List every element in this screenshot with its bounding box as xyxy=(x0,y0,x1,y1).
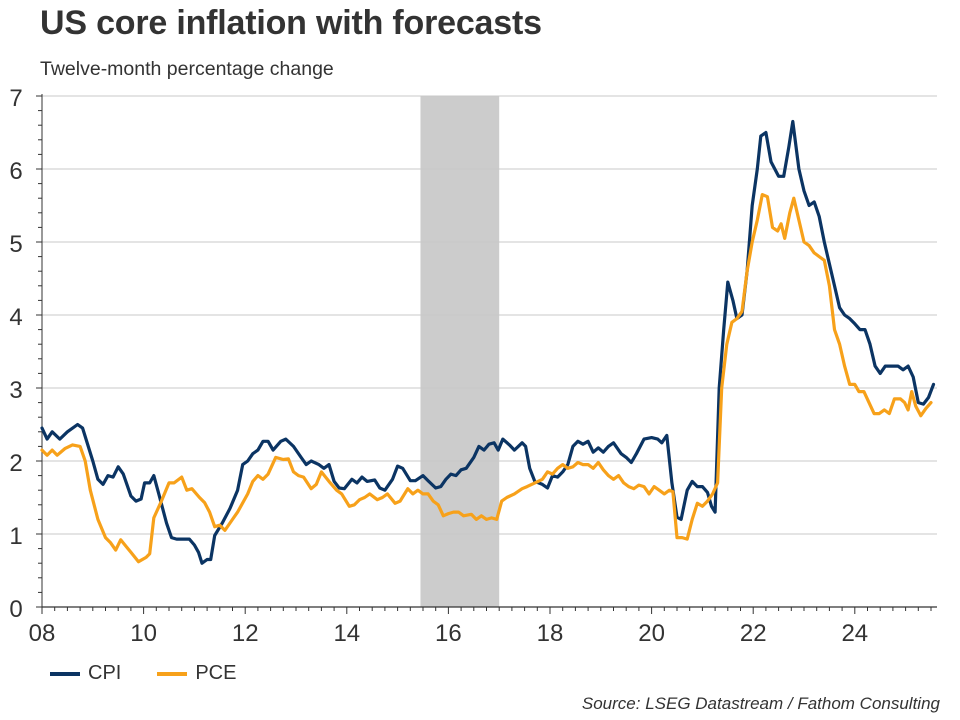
series-line-pce xyxy=(40,193,933,564)
y-tick-label: 0 xyxy=(9,596,22,623)
y-tick-label: 3 xyxy=(9,377,22,404)
x-tick-label: 14 xyxy=(333,620,360,647)
x-tick-label: 20 xyxy=(638,620,665,647)
x-tick-label: 08 xyxy=(29,620,56,647)
legend-label-cpi: CPI xyxy=(88,662,122,684)
legend: CPI PCE xyxy=(50,662,272,685)
legend-label-pce: PCE xyxy=(195,662,237,684)
series-line-cpi xyxy=(40,119,936,565)
y-tick-label: 2 xyxy=(9,450,22,477)
y-tick-label: 5 xyxy=(9,231,22,258)
chart-title: US core inflation with forecasts xyxy=(40,4,542,42)
chart-subtitle: Twelve-month percentage change xyxy=(40,58,334,80)
y-tick-label: 4 xyxy=(9,304,22,331)
legend-item-pce: PCE xyxy=(157,662,236,685)
y-tick-label: 1 xyxy=(9,523,22,550)
x-tick-label: 18 xyxy=(537,620,564,647)
source-note: Source: LSEG Datastream / Fathom Consult… xyxy=(581,694,940,713)
x-tick-label: 24 xyxy=(841,620,868,647)
x-tick-label: 12 xyxy=(232,620,259,647)
legend-item-cpi: CPI xyxy=(50,662,121,685)
y-tick-label: 6 xyxy=(9,158,22,185)
x-tick-label: 16 xyxy=(435,620,462,647)
legend-swatch-pce xyxy=(157,671,188,676)
x-tick-label: 22 xyxy=(740,620,767,647)
x-tick-label: 10 xyxy=(130,620,157,647)
shaded-region xyxy=(420,96,500,607)
legend-swatch-cpi xyxy=(50,671,80,676)
y-tick-label: 7 xyxy=(9,85,22,112)
